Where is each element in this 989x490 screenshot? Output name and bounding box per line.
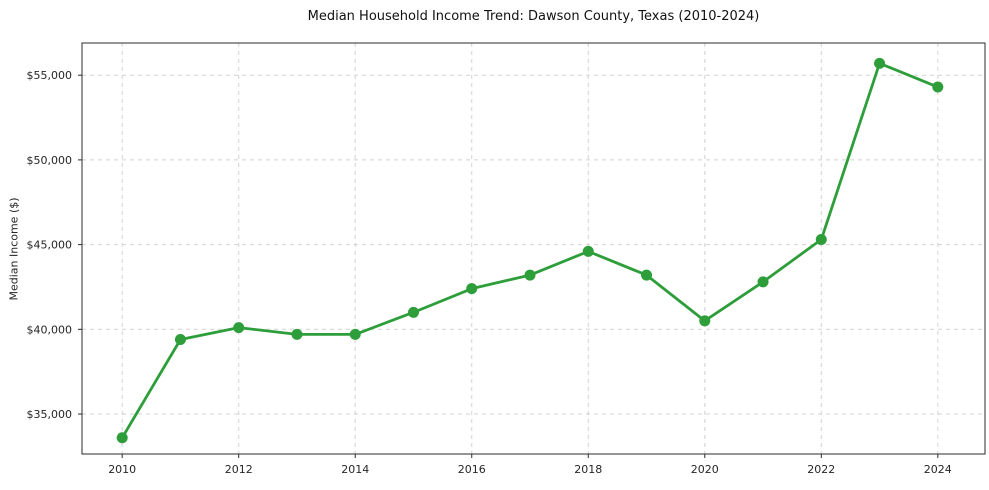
chart-title: Median Household Income Trend: Dawson Co… <box>307 9 760 24</box>
x-tick-label: 2016 <box>458 463 486 476</box>
y-tick-label: $45,000 <box>27 239 73 252</box>
y-tick-label: $55,000 <box>27 69 73 82</box>
x-tick-label: 2012 <box>225 463 253 476</box>
data-point-marker <box>407 306 419 318</box>
x-tick-label: 2014 <box>341 463 369 476</box>
data-point-marker <box>466 283 478 295</box>
y-tick-label: $35,000 <box>27 408 73 421</box>
x-tick-label: 2020 <box>691 463 719 476</box>
y-tick-label: $40,000 <box>27 323 73 336</box>
y-tick-label: $50,000 <box>27 154 73 167</box>
x-tick-label: 2018 <box>574 463 602 476</box>
income-trend-line <box>120 61 940 440</box>
data-point-marker <box>932 81 944 93</box>
x-tick-label: 2010 <box>108 463 136 476</box>
data-point-marker <box>582 245 594 257</box>
data-point-marker <box>233 322 245 334</box>
data-point-marker <box>757 276 769 288</box>
data-point-marker <box>641 269 653 281</box>
data-point-marker <box>174 333 186 345</box>
data-point-marker <box>291 328 303 340</box>
x-tick-label: 2024 <box>924 463 952 476</box>
plot-border <box>81 42 986 455</box>
data-point-marker <box>116 432 128 444</box>
data-point-marker <box>815 234 827 246</box>
data-point-marker <box>524 269 536 281</box>
data-point-marker <box>699 315 711 327</box>
data-point-marker <box>874 57 886 69</box>
x-tick-label: 2022 <box>807 463 835 476</box>
data-point-marker <box>349 328 361 340</box>
